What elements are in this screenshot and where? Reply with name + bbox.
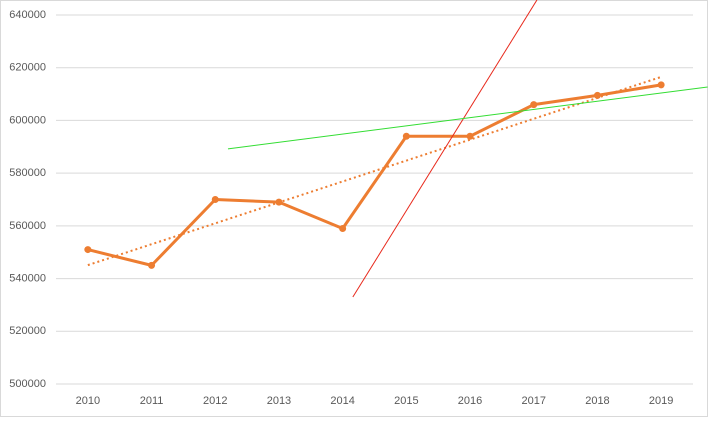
point [657,81,665,89]
y-tick-label: 520000 [9,325,46,337]
series-line [352,0,538,298]
point [593,91,601,99]
y-tick-label: 540000 [9,272,46,284]
x-tick-label: 2019 [649,395,673,407]
x-tick-label: 2015 [394,395,418,407]
point [148,261,156,269]
point [339,224,347,232]
y-tick-label: 640000 [9,9,46,21]
x-tick-label: 2014 [330,395,354,407]
x-tick-label: 2012 [203,395,227,407]
trendline [87,75,662,267]
y-tick-label: 500000 [9,378,46,390]
x-tick-label: 2017 [522,395,546,407]
y-tick-label: 600000 [9,114,46,126]
y-tick-label: 620000 [9,62,46,74]
point [466,132,474,140]
x-tick-label: 2013 [267,395,291,407]
x-tick-label: 2011 [140,395,164,407]
point [84,246,92,254]
x-tick-label: 2016 [458,395,482,407]
x-tick-label: 2010 [76,395,100,407]
point [211,196,219,203]
x-tick-label: 2018 [585,395,609,407]
series-line [87,83,662,267]
y-tick-label: 560000 [9,220,46,232]
point [530,101,538,109]
y-tick-label: 580000 [9,167,46,179]
series-line [227,86,708,150]
point [402,132,410,140]
